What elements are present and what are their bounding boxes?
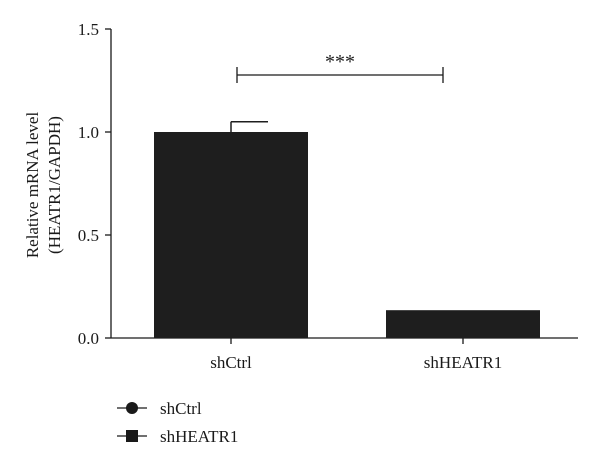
y-tick-label: 1.0 — [78, 123, 99, 142]
significance-label: *** — [325, 51, 355, 73]
y-axis-label: Relative mRNA level (HEATR1/GAPDH) — [23, 112, 64, 259]
significance-bracket: *** — [236, 51, 444, 83]
y-axis-label-line-1: Relative mRNA level — [23, 112, 42, 259]
x-tick-label: shCtrl — [210, 353, 252, 372]
legend-square-marker — [126, 430, 138, 442]
bar-shheatr1 — [386, 310, 540, 338]
x-tick-label: shHEATR1 — [424, 353, 502, 372]
legend: shCtrl shHEATR1 — [117, 399, 238, 446]
y-tick-label: 0.5 — [78, 226, 99, 245]
y-tick-label: 1.5 — [78, 20, 99, 39]
legend-circle-marker — [126, 402, 138, 414]
bars — [154, 120, 540, 338]
y-axis-label-line-2: (HEATR1/GAPDH) — [45, 116, 64, 254]
bar-shctrl — [154, 132, 308, 338]
y-tick-label: 0.0 — [78, 329, 99, 348]
legend-label: shHEATR1 — [160, 427, 238, 446]
legend-label: shCtrl — [160, 399, 202, 418]
